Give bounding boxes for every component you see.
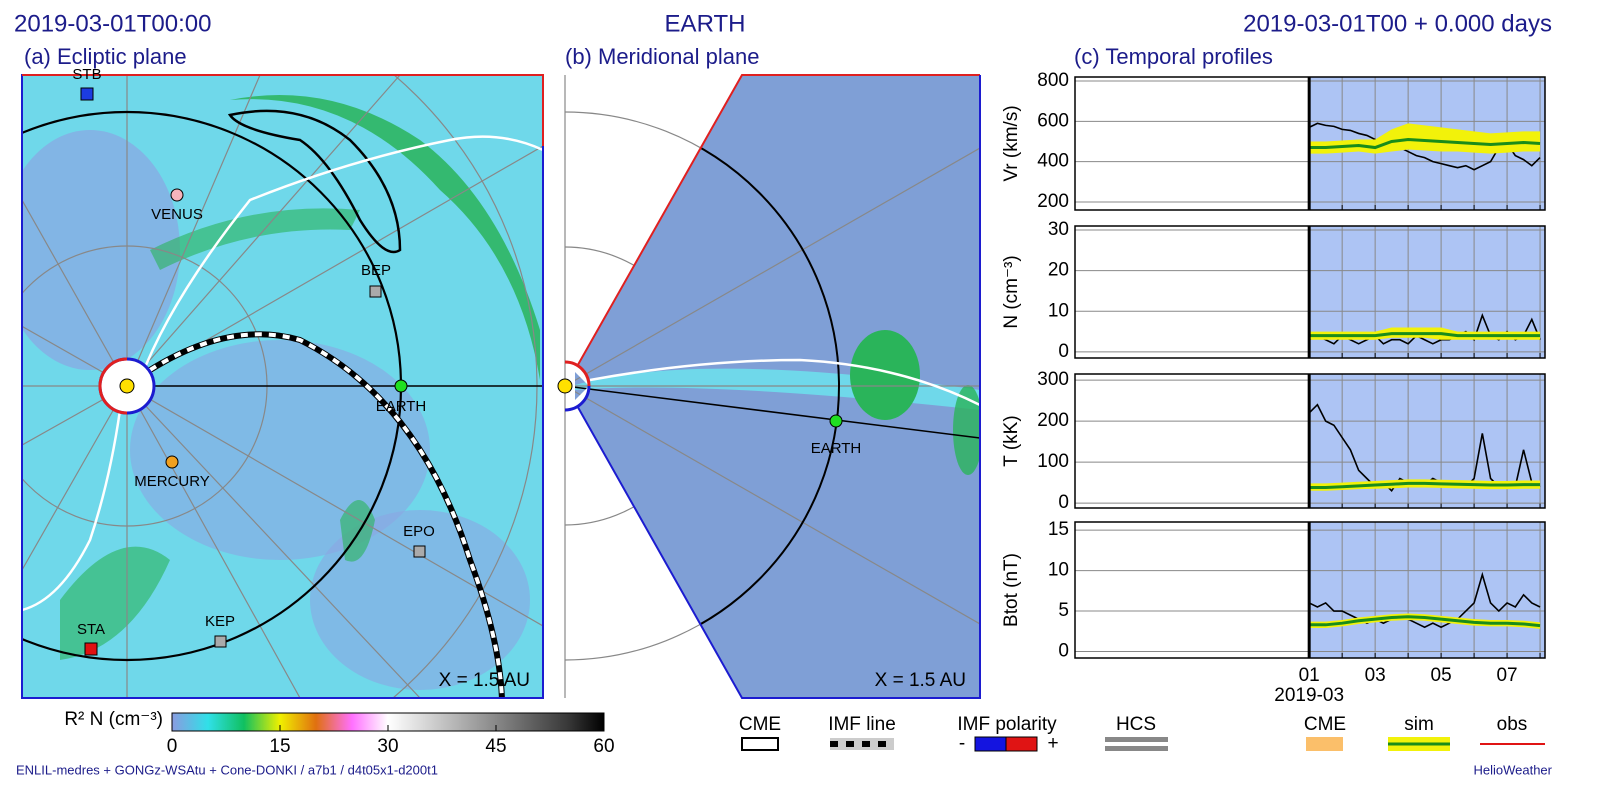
body-label: VENUS — [151, 206, 203, 223]
panel-title: (b) Meridional plane — [565, 44, 759, 69]
body-label: MERCURY — [134, 473, 210, 490]
y-tick-label: 0 — [1058, 341, 1069, 362]
series-line — [1308, 571, 1541, 629]
legend-swatch — [1105, 737, 1168, 742]
body-label: KEP — [205, 613, 235, 630]
scale-label: X = 1.5 AU — [439, 670, 530, 691]
legend-label: + — [1047, 733, 1058, 754]
legend-label: IMF polarity — [957, 714, 1057, 735]
body-label: STB — [72, 66, 101, 83]
ecliptic-map — [22, 75, 543, 698]
header-center: EARTH — [665, 10, 746, 37]
header-right: 2019-03-01T00 + 0.000 days — [1243, 10, 1552, 37]
plot-frame — [1074, 373, 1546, 509]
legend-label: sim — [1404, 714, 1434, 735]
legend-label: IMF line — [828, 714, 896, 735]
y-tick-label: 20 — [1048, 260, 1069, 281]
x-tick-label: 03 — [1365, 665, 1386, 686]
y-tick-label: 10 — [1048, 300, 1069, 321]
y-tick-label: 400 — [1037, 151, 1069, 172]
body-markers — [80, 87, 426, 656]
legend-swatch — [741, 737, 779, 751]
colorbar-title: R² N (cm⁻³) — [64, 709, 163, 730]
y-tick-label: 15 — [1048, 519, 1069, 540]
body-label: STA — [77, 621, 105, 638]
panel-title: (a) Ecliptic plane — [24, 44, 187, 69]
y-tick-label: 0 — [1058, 492, 1069, 513]
y-tick-label: 300 — [1037, 369, 1069, 390]
series-line — [1309, 137, 1541, 150]
legend-label: HCS — [1116, 714, 1156, 735]
y-tick-label: 800 — [1037, 70, 1069, 91]
colorbar-tick-label: 0 — [167, 736, 178, 757]
header-left: 2019-03-01T00:00 — [14, 10, 211, 37]
legend-label: CME — [1304, 714, 1346, 735]
x-tick-label: 07 — [1496, 665, 1517, 686]
sim-band — [1309, 613, 1541, 629]
legend-label: CME — [739, 714, 781, 735]
y-tick-label: 10 — [1048, 560, 1069, 581]
footer-right: HelioWeather — [1473, 762, 1552, 777]
plot-frame — [1074, 521, 1546, 659]
colorbar-tick-label: 30 — [377, 736, 398, 757]
y-tick-label: 200 — [1037, 410, 1069, 431]
y-tick-label: 600 — [1037, 110, 1069, 131]
legend-swatch — [1105, 746, 1168, 751]
colorbar-tick-label: 45 — [485, 736, 506, 757]
legend-swatch — [1005, 736, 1038, 752]
x-tick-label: 01 — [1299, 665, 1320, 686]
x-tick-label: 05 — [1431, 665, 1452, 686]
legend-label: - — [959, 733, 965, 754]
y-axis-label: Btot (nT) — [1001, 553, 1022, 627]
plot-frame — [1074, 225, 1546, 359]
series-line — [1309, 332, 1541, 338]
y-axis-label: N (cm⁻³) — [1001, 255, 1022, 328]
legend-label: obs — [1497, 714, 1528, 735]
x-axis-label: 2019-03 — [1274, 685, 1344, 706]
series-line — [1309, 615, 1541, 628]
plot-frame — [1074, 76, 1546, 211]
y-tick-label: 0 — [1058, 641, 1069, 662]
series-line — [1309, 481, 1541, 490]
body-label: BEP — [361, 262, 391, 279]
body-label: EPO — [403, 523, 435, 540]
y-axis-label: T (kK) — [1001, 415, 1022, 466]
data-period — [1309, 522, 1545, 658]
y-tick-label: 30 — [1048, 219, 1069, 240]
panel-title: (c) Temporal profiles — [1074, 44, 1273, 69]
sim-band — [1309, 479, 1541, 491]
colorbar-tick-label: 60 — [593, 736, 614, 757]
colorbar-tick-label: 15 — [269, 736, 290, 757]
y-tick-label: 100 — [1037, 451, 1069, 472]
footer-left: ENLIL-medres + GONGz-WSAtu + Cone-DONKI … — [16, 762, 438, 777]
y-axis-label: Vr (km/s) — [1001, 105, 1022, 181]
body-label: EARTH — [376, 398, 427, 415]
y-tick-label: 5 — [1058, 600, 1069, 621]
scale-label: X = 1.5 AU — [875, 670, 966, 691]
body-label: EARTH — [811, 440, 862, 457]
legend-swatch — [974, 736, 1007, 752]
legend-swatch — [1306, 737, 1343, 751]
y-tick-label: 200 — [1037, 191, 1069, 212]
